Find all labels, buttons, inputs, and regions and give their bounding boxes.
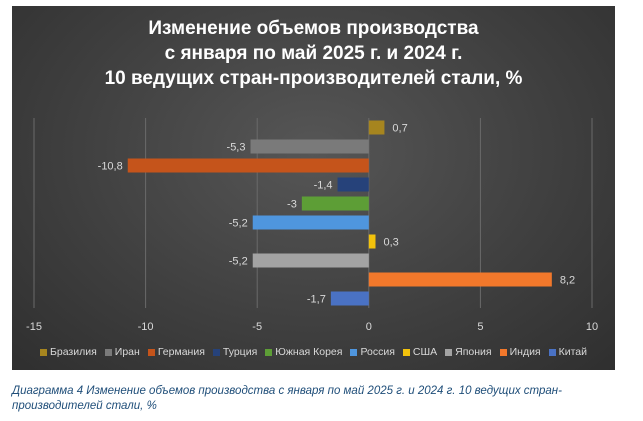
legend-label: Иран xyxy=(114,346,140,358)
legend-swatch xyxy=(147,348,155,356)
x-tick-label: -5 xyxy=(252,321,262,333)
legend-item: Иран xyxy=(104,346,140,358)
bar-plot: -15 -10 -5 0 5 10 0,7 -5,3 -10,8 -1,4 -3 -5,2 0,3 -5,… xyxy=(26,118,598,333)
bar-2 xyxy=(127,158,369,173)
legend-swatch xyxy=(402,348,410,356)
legend-label: Китай xyxy=(558,346,588,358)
x-tick-label: -10 xyxy=(138,321,154,333)
bar-6 xyxy=(368,234,376,249)
x-tick-label: 10 xyxy=(586,321,598,333)
chart-title: Изменение объемов производства с января … xyxy=(12,16,615,91)
legend-label: Южная Корея xyxy=(275,346,343,358)
bar-1 xyxy=(250,139,369,154)
chart-panel: Изменение объемов производства с января … xyxy=(12,6,615,370)
bar-9 xyxy=(330,291,369,306)
legend-swatch xyxy=(104,348,112,356)
legend-item: Южная Корея xyxy=(265,346,342,358)
legend-item: США xyxy=(402,346,438,358)
legend-item: Бразилия xyxy=(39,346,97,358)
chart-legend: Бразилия Иран Германия Турция Южная Корея Рос… xyxy=(12,346,615,358)
legend-item: Индия xyxy=(499,346,541,358)
figure-caption: Диаграмма 4 Изменение объемов производст… xyxy=(12,385,562,412)
legend-label: США xyxy=(412,346,438,358)
bar-4 xyxy=(301,196,369,211)
bar-0 xyxy=(368,120,385,135)
bar-7 xyxy=(252,253,369,268)
bar-8 xyxy=(368,272,552,287)
legend-label: Германия xyxy=(157,346,205,358)
bar-value-label: -3 xyxy=(287,199,297,211)
legend-swatch xyxy=(39,348,47,356)
legend-label: Бразилия xyxy=(49,346,97,358)
x-tick-label: -15 xyxy=(26,321,42,333)
chart-title-line-3: 10 ведущих стран-производителей стали, % xyxy=(104,68,523,89)
legend-swatch xyxy=(212,348,220,356)
legend-label: Турция xyxy=(222,346,258,358)
bar-value-label: -10,8 xyxy=(98,161,123,173)
bar-value-label: -1,4 xyxy=(314,180,333,192)
legend-swatch xyxy=(265,348,273,356)
legend-item: Китай xyxy=(548,346,588,358)
bar-value-label: 0,3 xyxy=(383,237,398,249)
legend-swatch xyxy=(350,348,358,356)
chart-title-line-2: с января по май 2025 г. и 2024 г. xyxy=(164,43,463,64)
legend-item: Россия xyxy=(350,346,395,358)
bar-value-label: -5,3 xyxy=(227,142,246,154)
legend-label: Индия xyxy=(509,346,541,358)
bar-3 xyxy=(337,177,369,192)
bar-value-label: -5,2 xyxy=(229,256,248,268)
legend-swatch xyxy=(548,348,556,356)
chart-title-line-1: Изменение объемов производства xyxy=(148,18,479,39)
legend-item: Германия xyxy=(147,346,205,358)
bar-value-label: 8,2 xyxy=(560,275,575,287)
legend-swatch xyxy=(499,348,507,356)
legend-swatch xyxy=(445,348,453,356)
legend-label: Россия xyxy=(360,346,395,358)
x-tick-label: 5 xyxy=(477,321,483,333)
bar-5 xyxy=(252,215,369,230)
legend-item: Турция xyxy=(212,346,258,358)
bar-value-label: -5,2 xyxy=(229,218,248,230)
bar-value-label: 0,7 xyxy=(392,123,407,135)
legend-item: Япония xyxy=(445,346,492,358)
legend-label: Япония xyxy=(455,346,492,358)
x-tick-label: 0 xyxy=(366,321,372,333)
bar-value-label: -1,7 xyxy=(307,294,326,306)
